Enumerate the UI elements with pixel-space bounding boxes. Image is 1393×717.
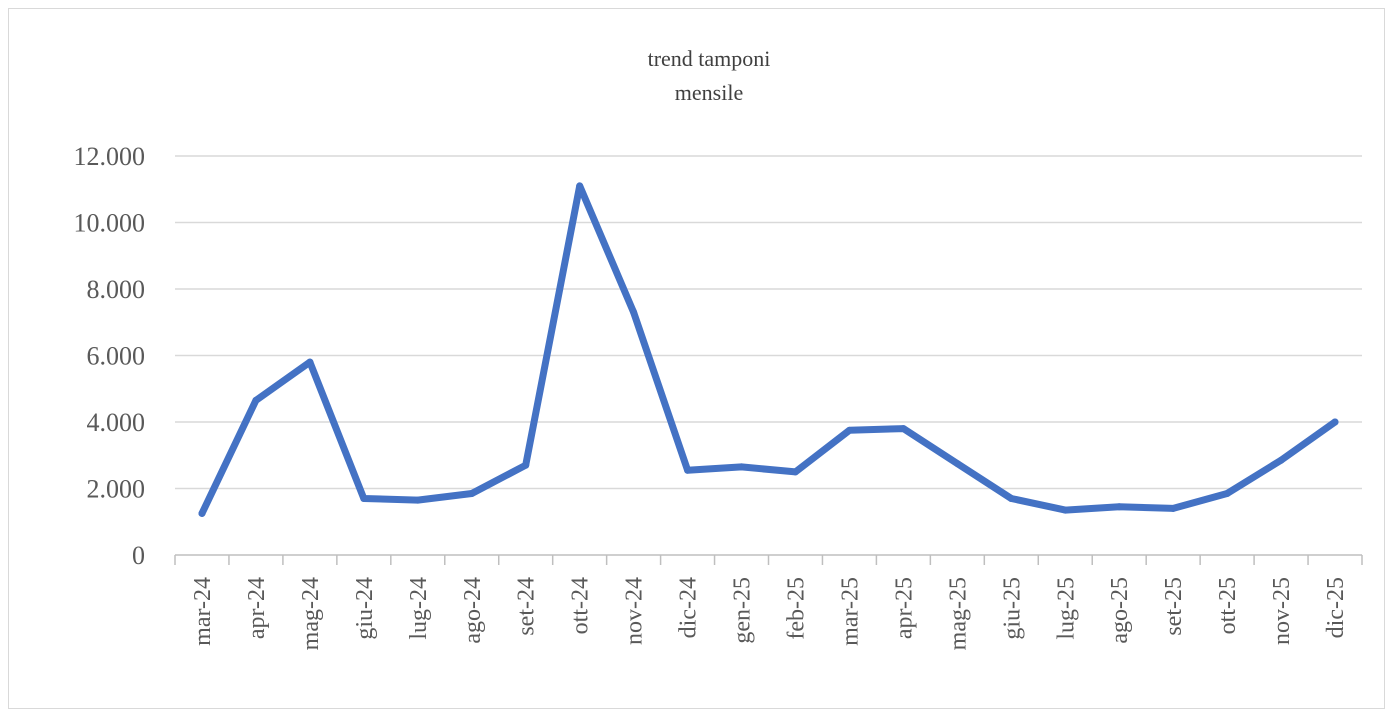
x-tick-label: feb-25 (783, 577, 809, 640)
data-point (1169, 504, 1177, 512)
data-point (1061, 506, 1069, 514)
y-tick-label: 8.000 (87, 275, 146, 304)
x-tick-label: ott-24 (568, 577, 594, 634)
y-tick-label: 6.000 (87, 342, 146, 371)
x-tick-label: ago-25 (1107, 577, 1133, 644)
x-axis-tick-labels: mar-24 apr-24 mag-24 giu-24 lug-24 ago-24 set-… (190, 577, 1349, 650)
x-tick-label: lug-24 (406, 577, 432, 640)
chart-frame (8, 8, 1385, 709)
data-point (576, 182, 584, 190)
data-point (953, 460, 961, 468)
y-tick-label: 2.000 (87, 475, 146, 504)
data-point (845, 426, 853, 434)
y-tick-label: 12.000 (74, 142, 146, 171)
x-tick-label: mag-25 (945, 577, 971, 650)
y-tick-label: 10.000 (74, 209, 146, 238)
x-tick-label: mar-25 (837, 577, 863, 646)
x-tick-label: dic-24 (676, 577, 702, 638)
x-tick-label: mar-24 (190, 577, 216, 646)
data-point (414, 496, 422, 504)
data-point (1223, 489, 1231, 497)
x-tick-label: ago-24 (460, 577, 486, 644)
gridlines (175, 155, 1362, 490)
data-point (791, 468, 799, 476)
data-point (468, 489, 476, 497)
data-point (1331, 418, 1339, 426)
series-layer (198, 182, 1339, 517)
x-tick-label: apr-25 (891, 577, 917, 639)
x-axis (174, 554, 1363, 565)
data-point (252, 396, 260, 404)
x-tick-label: ott-25 (1215, 577, 1241, 634)
x-tick-label: gen-25 (730, 577, 756, 644)
data-point (1277, 456, 1285, 464)
y-tick-label: 4.000 (87, 408, 146, 437)
y-axis-tick-labels: 0 2.000 4.000 6.000 8.000 10.000 12.000 (74, 142, 146, 570)
x-tick-label: giu-24 (352, 577, 378, 640)
x-tick-label: set-25 (1161, 577, 1187, 636)
data-point (360, 494, 368, 502)
data-point (522, 461, 530, 469)
data-point (1007, 494, 1015, 502)
y-tick-label: 0 (132, 541, 145, 570)
chart-title-line-1: trend tamponi (647, 46, 771, 71)
x-tick-label: lug-25 (1053, 577, 1079, 640)
x-tick-label: nov-24 (622, 577, 648, 645)
x-tick-label: apr-24 (244, 577, 270, 639)
x-tick-label: giu-25 (999, 577, 1025, 640)
x-tick-label: nov-25 (1269, 577, 1295, 645)
series-line (198, 182, 1339, 517)
data-point (738, 463, 746, 471)
x-tick-label: set-24 (514, 577, 540, 636)
data-point (899, 425, 907, 433)
x-tick-label: mag-24 (298, 577, 324, 650)
chart-title: trend tamponi mensile (0, 42, 1393, 110)
x-tick-label: dic-25 (1323, 577, 1349, 638)
data-point (306, 358, 314, 366)
data-point (630, 308, 638, 316)
data-point (684, 466, 692, 474)
data-point (198, 509, 206, 517)
data-point (1115, 503, 1123, 511)
chart-title-line-2: mensile (674, 80, 744, 105)
